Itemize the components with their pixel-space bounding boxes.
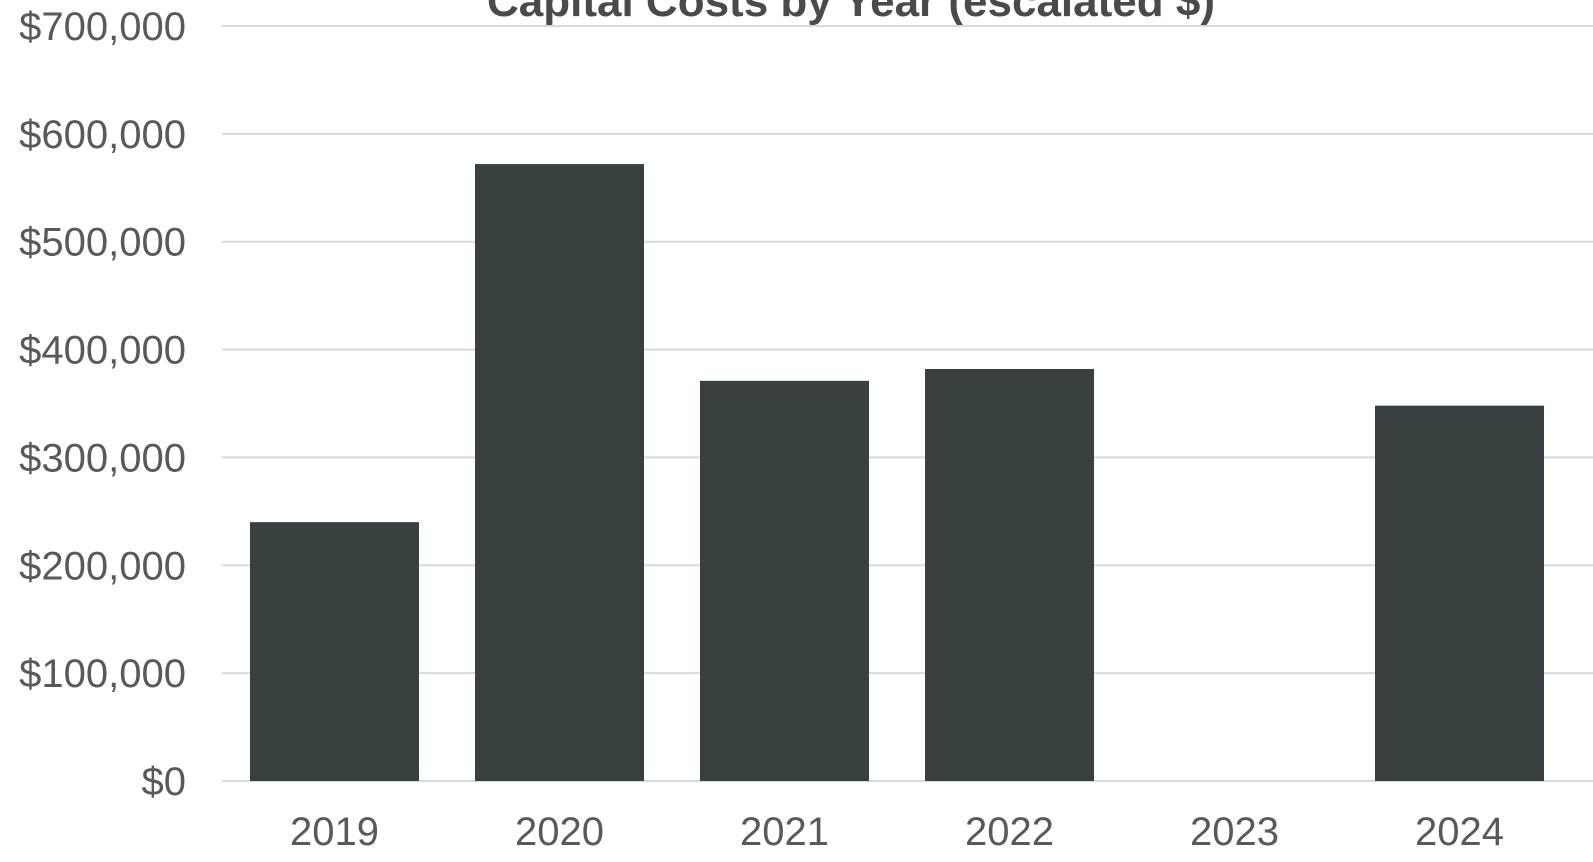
y-tick-label: $500,000: [19, 221, 186, 265]
x-tick-label: 2023: [1190, 810, 1279, 854]
bar-2020: [475, 164, 644, 782]
x-tick-label: 2022: [965, 810, 1054, 854]
y-tick-label: $400,000: [19, 329, 186, 373]
gridlines: [222, 25, 1593, 782]
y-tick-label: $300,000: [19, 436, 186, 480]
x-tick-label: 2024: [1415, 810, 1504, 854]
x-tick-label: 2021: [740, 810, 829, 854]
y-tick-label: $700,000: [19, 5, 186, 49]
x-tick-label: 2020: [515, 810, 604, 854]
y-tick-label: $100,000: [19, 652, 186, 696]
y-axis-tick-labels: $0 $100,000 $200,000 $300,000 $400,000 $500,0…: [19, 5, 186, 804]
y-tick-label: $0: [142, 760, 187, 804]
bar-2022: [925, 368, 1094, 781]
y-tick-label: $600,000: [19, 113, 186, 157]
bar-2024: [1375, 405, 1544, 781]
y-tick-label: $200,000: [19, 544, 186, 588]
chart-title: Capital Costs by Year (escalated $): [487, 0, 1215, 26]
x-tick-label: 2019: [290, 810, 379, 854]
x-axis-tick-labels: 2019 2020 2021 2022 2023 2024: [290, 810, 1504, 854]
bar-2019: [250, 522, 419, 781]
bar-2021: [700, 380, 869, 781]
bars: [250, 164, 1544, 782]
